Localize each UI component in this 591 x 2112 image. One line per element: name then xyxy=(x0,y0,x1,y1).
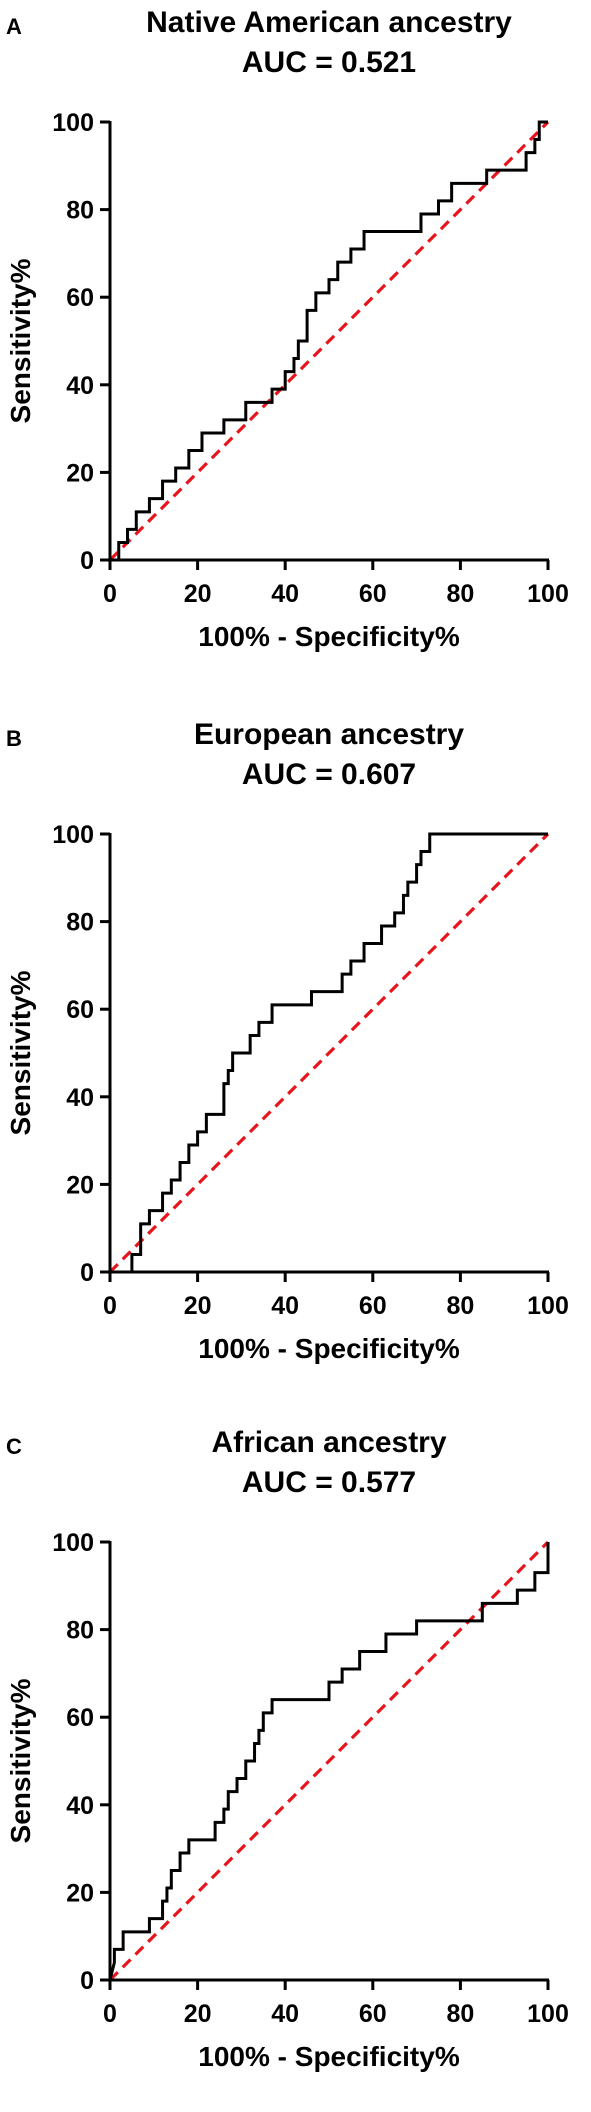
x-tick-label: 100 xyxy=(527,580,569,608)
y-tick-label: 60 xyxy=(66,284,94,312)
y-tick-label: 0 xyxy=(80,1259,94,1287)
roc-curve xyxy=(110,120,548,562)
x-tick-label: 80 xyxy=(446,2000,474,2028)
x-tick-label: 60 xyxy=(359,2000,387,2028)
chart-subtitle: AUC = 0.577 xyxy=(242,1466,416,1499)
y-tick-label: 80 xyxy=(66,197,94,225)
x-tick-label: 0 xyxy=(103,580,117,608)
y-axis-label: Sensitivity% xyxy=(5,1678,36,1843)
chart-title: European ancestry xyxy=(194,718,464,751)
y-tick-label: 60 xyxy=(66,996,94,1024)
x-tick-label: 60 xyxy=(359,580,387,608)
y-tick-label: 20 xyxy=(66,459,94,487)
x-tick-label: 20 xyxy=(184,1292,212,1320)
y-tick-label: 100 xyxy=(52,1529,94,1557)
x-tick-label: 40 xyxy=(271,2000,299,2028)
y-tick-label: 80 xyxy=(66,1617,94,1645)
y-tick-label: 60 xyxy=(66,1704,94,1732)
chart-title: African ancestry xyxy=(211,1426,446,1459)
chart-subtitle: AUC = 0.521 xyxy=(242,46,416,79)
x-tick-label: 80 xyxy=(446,1292,474,1320)
chart-panel-a: A Native American ancestry AUC = 0.521 0 20 4… xyxy=(5,6,569,652)
x-tick-label: 20 xyxy=(184,580,212,608)
y-tick-label: 20 xyxy=(66,1171,94,1199)
x-tick-label: 40 xyxy=(271,580,299,608)
panel-letter: A xyxy=(6,14,22,39)
x-axis-label: 100% - Specificity% xyxy=(198,1333,460,1364)
x-tick-label: 40 xyxy=(271,1292,299,1320)
y-tick-label: 0 xyxy=(80,1967,94,1995)
x-tick-label: 0 xyxy=(103,1292,117,1320)
x-tick-label: 60 xyxy=(359,1292,387,1320)
y-axis-label: Sensitivity% xyxy=(5,970,36,1135)
y-tick-label: 0 xyxy=(80,547,94,575)
x-tick-label: 20 xyxy=(184,2000,212,2028)
y-tick-label: 40 xyxy=(66,372,94,400)
x-tick-label: 0 xyxy=(103,2000,117,2028)
x-axis-label: 100% - Specificity% xyxy=(198,621,460,652)
y-axis-label: Sensitivity% xyxy=(5,258,36,423)
panel-letter: C xyxy=(6,1434,22,1459)
roc-curve xyxy=(110,832,548,1274)
reference-line xyxy=(108,120,550,562)
reference-line xyxy=(108,1540,550,1982)
y-tick-label: 40 xyxy=(66,1792,94,1820)
x-tick-label: 100 xyxy=(527,1292,569,1320)
y-tick-label: 100 xyxy=(52,821,94,849)
y-tick-label: 40 xyxy=(66,1084,94,1112)
x-axis-label: 100% - Specificity% xyxy=(198,2041,460,2072)
x-tick-label: 100 xyxy=(527,2000,569,2028)
chart-panel-c: C African ancestry AUC = 0.577 0 20 40 60 80 100… xyxy=(5,1426,569,2072)
chart-subtitle: AUC = 0.607 xyxy=(242,758,416,791)
y-tick-label: 100 xyxy=(52,109,94,137)
chart-title: Native American ancestry xyxy=(146,6,512,39)
roc-curve xyxy=(108,1542,550,1981)
y-tick-label: 20 xyxy=(66,1879,94,1907)
reference-line xyxy=(108,832,550,1274)
x-tick-label: 80 xyxy=(446,580,474,608)
y-tick-label: 80 xyxy=(66,909,94,937)
chart-panel-b: B European ancestry AUC = 0.607 0 20 40 60 80 10… xyxy=(5,718,569,1364)
panel-letter: B xyxy=(6,726,22,751)
